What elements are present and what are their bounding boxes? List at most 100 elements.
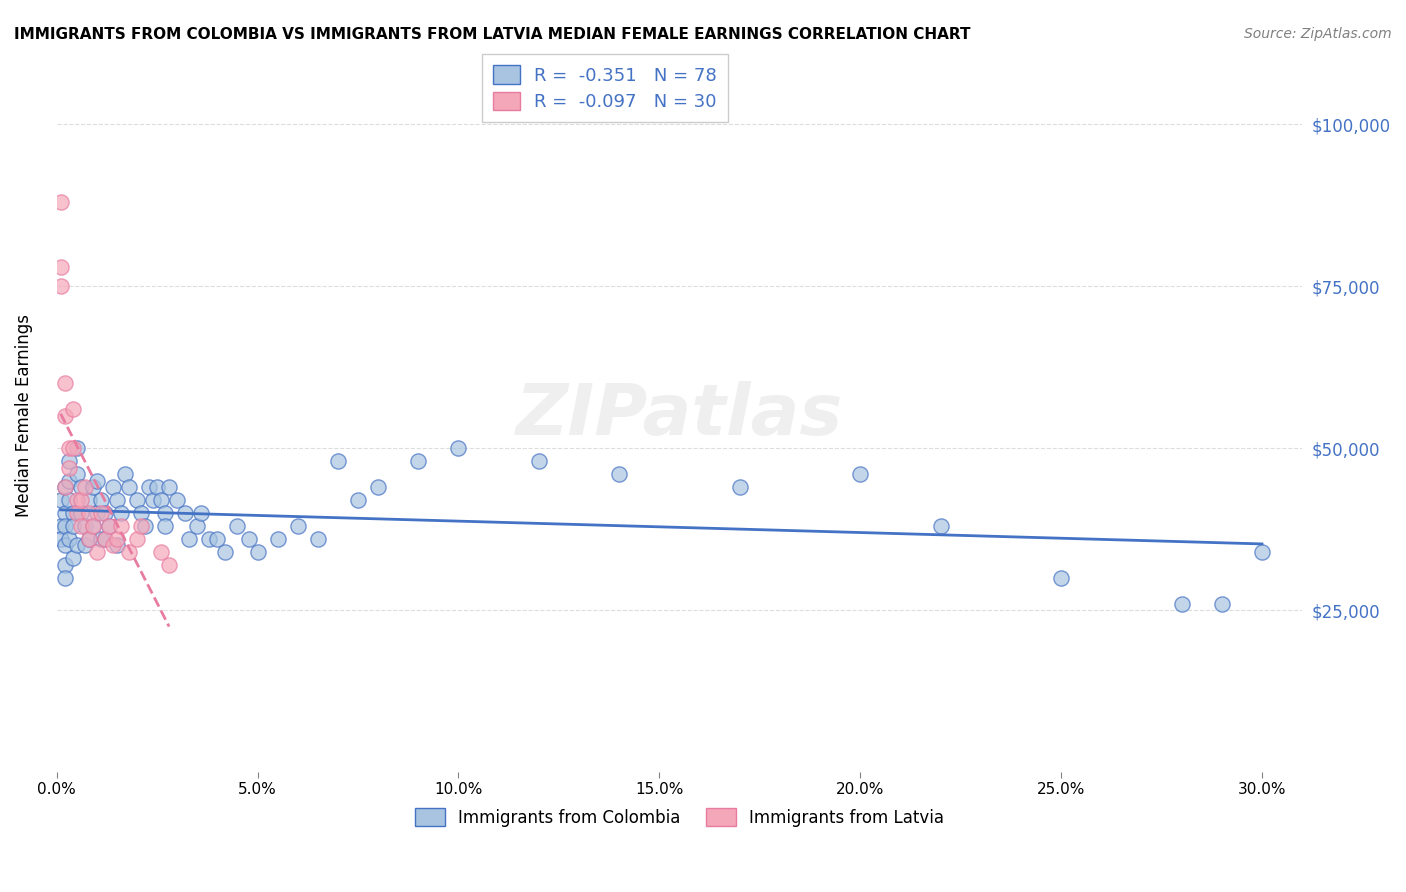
Immigrants from Latvia [62, 402, 84, 417]
Immigrants from Colombia [207, 532, 229, 546]
Immigrants from Colombia [77, 532, 100, 546]
Immigrants from Colombia [94, 506, 117, 520]
Immigrants from Colombia [1050, 571, 1073, 585]
Immigrants from Colombia [157, 480, 180, 494]
Immigrants from Latvia [157, 558, 180, 572]
Immigrants from Colombia [287, 519, 309, 533]
Immigrants from Colombia [174, 506, 197, 520]
Immigrants from Colombia [118, 480, 141, 494]
Immigrants from Latvia [66, 506, 89, 520]
Immigrants from Colombia [179, 532, 201, 546]
Immigrants from Colombia [367, 480, 389, 494]
Immigrants from Colombia [86, 506, 108, 520]
Immigrants from Colombia [82, 519, 104, 533]
Immigrants from Colombia [105, 493, 128, 508]
Text: Source: ZipAtlas.com: Source: ZipAtlas.com [1244, 27, 1392, 41]
Immigrants from Latvia [77, 506, 100, 520]
Immigrants from Latvia [110, 519, 132, 533]
Immigrants from Colombia [166, 493, 188, 508]
Immigrants from Colombia [134, 519, 156, 533]
Immigrants from Latvia [86, 545, 108, 559]
Immigrants from Colombia [153, 506, 176, 520]
Text: IMMIGRANTS FROM COLOMBIA VS IMMIGRANTS FROM LATVIA MEDIAN FEMALE EARNINGS CORREL: IMMIGRANTS FROM COLOMBIA VS IMMIGRANTS F… [14, 27, 970, 42]
Immigrants from Colombia [307, 532, 329, 546]
Immigrants from Latvia [97, 519, 120, 533]
Immigrants from Colombia [1211, 597, 1233, 611]
Immigrants from Colombia [110, 506, 132, 520]
Immigrants from Latvia [77, 532, 100, 546]
Immigrants from Colombia [90, 532, 112, 546]
Text: ZIPatlas: ZIPatlas [516, 381, 844, 450]
Immigrants from Colombia [406, 454, 429, 468]
Immigrants from Colombia [53, 571, 76, 585]
Immigrants from Colombia [1251, 545, 1274, 559]
Immigrants from Colombia [53, 538, 76, 552]
Immigrants from Latvia [53, 409, 76, 423]
Immigrants from Colombia [58, 454, 80, 468]
Immigrants from Colombia [58, 532, 80, 546]
Immigrants from Colombia [53, 519, 76, 533]
Immigrants from Latvia [125, 532, 148, 546]
Immigrants from Latvia [129, 519, 152, 533]
Immigrants from Colombia [86, 474, 108, 488]
Immigrants from Colombia [73, 519, 96, 533]
Immigrants from Colombia [198, 532, 221, 546]
Immigrants from Colombia [447, 441, 470, 455]
Immigrants from Colombia [73, 538, 96, 552]
Immigrants from Colombia [66, 467, 89, 482]
Immigrants from Colombia [62, 551, 84, 566]
Immigrants from Latvia [94, 532, 117, 546]
Immigrants from Colombia [266, 532, 288, 546]
Immigrants from Latvia [49, 195, 72, 210]
Y-axis label: Median Female Earnings: Median Female Earnings [15, 314, 32, 517]
Immigrants from Latvia [82, 519, 104, 533]
Immigrants from Colombia [77, 493, 100, 508]
Immigrants from Latvia [49, 260, 72, 274]
Immigrants from Colombia [607, 467, 630, 482]
Immigrants from Latvia [58, 460, 80, 475]
Immigrants from Colombia [142, 493, 165, 508]
Immigrants from Colombia [49, 532, 72, 546]
Immigrants from Latvia [90, 506, 112, 520]
Immigrants from Colombia [186, 519, 208, 533]
Immigrants from Colombia [49, 519, 72, 533]
Immigrants from Latvia [73, 480, 96, 494]
Immigrants from Colombia [53, 480, 76, 494]
Immigrants from Colombia [238, 532, 260, 546]
Immigrants from Latvia [118, 545, 141, 559]
Immigrants from Colombia [114, 467, 136, 482]
Immigrants from Latvia [58, 441, 80, 455]
Immigrants from Colombia [82, 480, 104, 494]
Immigrants from Latvia [101, 538, 124, 552]
Immigrants from Latvia [66, 493, 89, 508]
Immigrants from Colombia [62, 519, 84, 533]
Immigrants from Latvia [105, 532, 128, 546]
Immigrants from Colombia [69, 506, 91, 520]
Immigrants from Colombia [90, 493, 112, 508]
Immigrants from Colombia [214, 545, 236, 559]
Immigrants from Colombia [69, 480, 91, 494]
Immigrants from Latvia [53, 480, 76, 494]
Immigrants from Colombia [58, 474, 80, 488]
Immigrants from Latvia [49, 279, 72, 293]
Immigrants from Colombia [66, 538, 89, 552]
Immigrants from Colombia [226, 519, 249, 533]
Immigrants from Colombia [53, 558, 76, 572]
Immigrants from Colombia [62, 506, 84, 520]
Immigrants from Colombia [58, 493, 80, 508]
Immigrants from Colombia [728, 480, 751, 494]
Legend: Immigrants from Colombia, Immigrants from Latvia: Immigrants from Colombia, Immigrants fro… [406, 800, 952, 835]
Immigrants from Colombia [101, 480, 124, 494]
Immigrants from Latvia [62, 441, 84, 455]
Immigrants from Colombia [929, 519, 952, 533]
Immigrants from Colombia [246, 545, 269, 559]
Immigrants from Colombia [849, 467, 872, 482]
Immigrants from Colombia [1170, 597, 1192, 611]
Immigrants from Colombia [326, 454, 349, 468]
Immigrants from Colombia [53, 506, 76, 520]
Immigrants from Colombia [138, 480, 160, 494]
Immigrants from Colombia [146, 480, 169, 494]
Immigrants from Colombia [153, 519, 176, 533]
Immigrants from Latvia [69, 493, 91, 508]
Immigrants from Colombia [105, 538, 128, 552]
